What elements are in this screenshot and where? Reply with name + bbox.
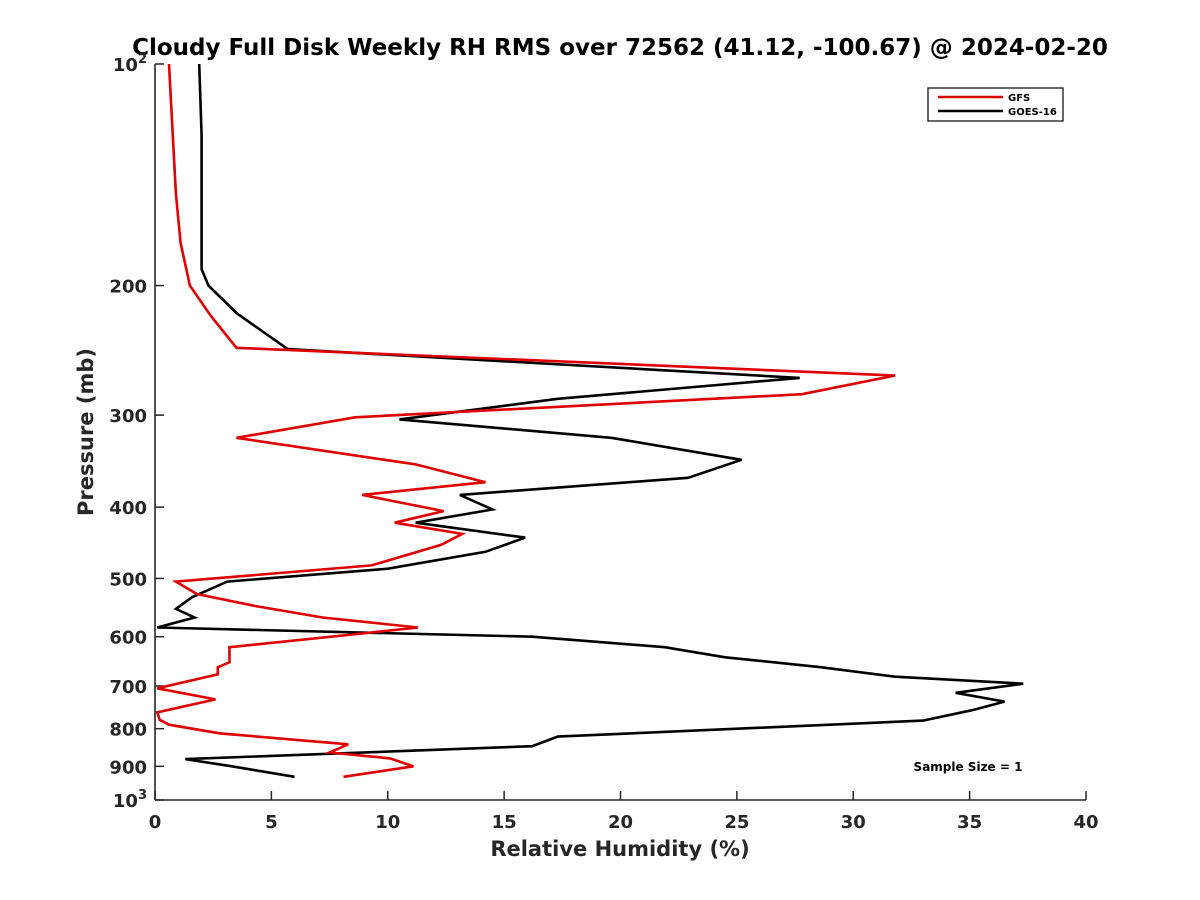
x-tick-label: 20 xyxy=(608,812,633,833)
x-axis-label: Relative Humidity (%) xyxy=(490,837,749,861)
y-tick-label: 102 xyxy=(113,52,147,76)
chart-title: Cloudy Full Disk Weekly RH RMS over 7256… xyxy=(132,35,1108,61)
legend-entries: GFS GOES-16 xyxy=(938,93,1057,118)
y-tick-label: 103 xyxy=(113,788,147,812)
y-tick-label: 200 xyxy=(109,277,147,298)
y-tick-label-base: 10 xyxy=(113,55,138,76)
y-tick-label: 600 xyxy=(109,628,147,649)
y-tick-label-base: 800 xyxy=(109,720,147,741)
y-tick-label: 900 xyxy=(109,757,147,778)
legend-label: GOES-16 xyxy=(1008,107,1057,118)
y-tick-label-base: 700 xyxy=(109,677,147,698)
y-tick-label-exponent: 2 xyxy=(138,52,147,67)
series-line-gfs xyxy=(155,63,896,779)
y-tick-label: 500 xyxy=(109,569,147,590)
y-tick-label-base: 300 xyxy=(109,406,147,427)
plot-area: 0 5 10 15 20 25 30 35 40 10220030040050060070080… xyxy=(109,52,1098,833)
y-tick-label: 700 xyxy=(109,677,147,698)
legend: GFS GOES-16 xyxy=(927,87,1064,122)
y-tick-label: 800 xyxy=(109,720,147,741)
y-tick-label-base: 900 xyxy=(109,757,147,778)
x-tick-label: 0 xyxy=(149,812,162,833)
y-tick-label: 300 xyxy=(109,406,147,427)
y-tick-label-base: 10 xyxy=(113,791,138,812)
y-tick-label-base: 400 xyxy=(109,498,147,519)
x-tick-label: 5 xyxy=(265,812,278,833)
series-line-goes-16 xyxy=(156,63,1024,779)
y-tick-label-base: 200 xyxy=(109,277,147,298)
legend-box xyxy=(927,87,1064,122)
y-tick-label-exponent: 3 xyxy=(138,788,147,803)
x-tick-label: 25 xyxy=(724,812,749,833)
legend-label: GFS xyxy=(1008,93,1030,104)
x-tick-label: 10 xyxy=(375,812,400,833)
y-tick-label-base: 500 xyxy=(109,569,147,590)
sample-size-label: Sample Size = 1 xyxy=(914,760,1023,774)
x-tick-label: 30 xyxy=(841,812,866,833)
y-axis-label: Pressure (mb) xyxy=(74,348,98,516)
x-ticks: 0 5 10 15 20 25 30 35 40 xyxy=(149,791,1099,833)
x-tick-label: 40 xyxy=(1073,812,1098,833)
x-tick-label: 15 xyxy=(492,812,517,833)
y-tick-label-base: 600 xyxy=(109,628,147,649)
series-lines xyxy=(155,63,1024,779)
y-tick-label: 400 xyxy=(109,498,147,519)
x-tick-label: 35 xyxy=(957,812,982,833)
